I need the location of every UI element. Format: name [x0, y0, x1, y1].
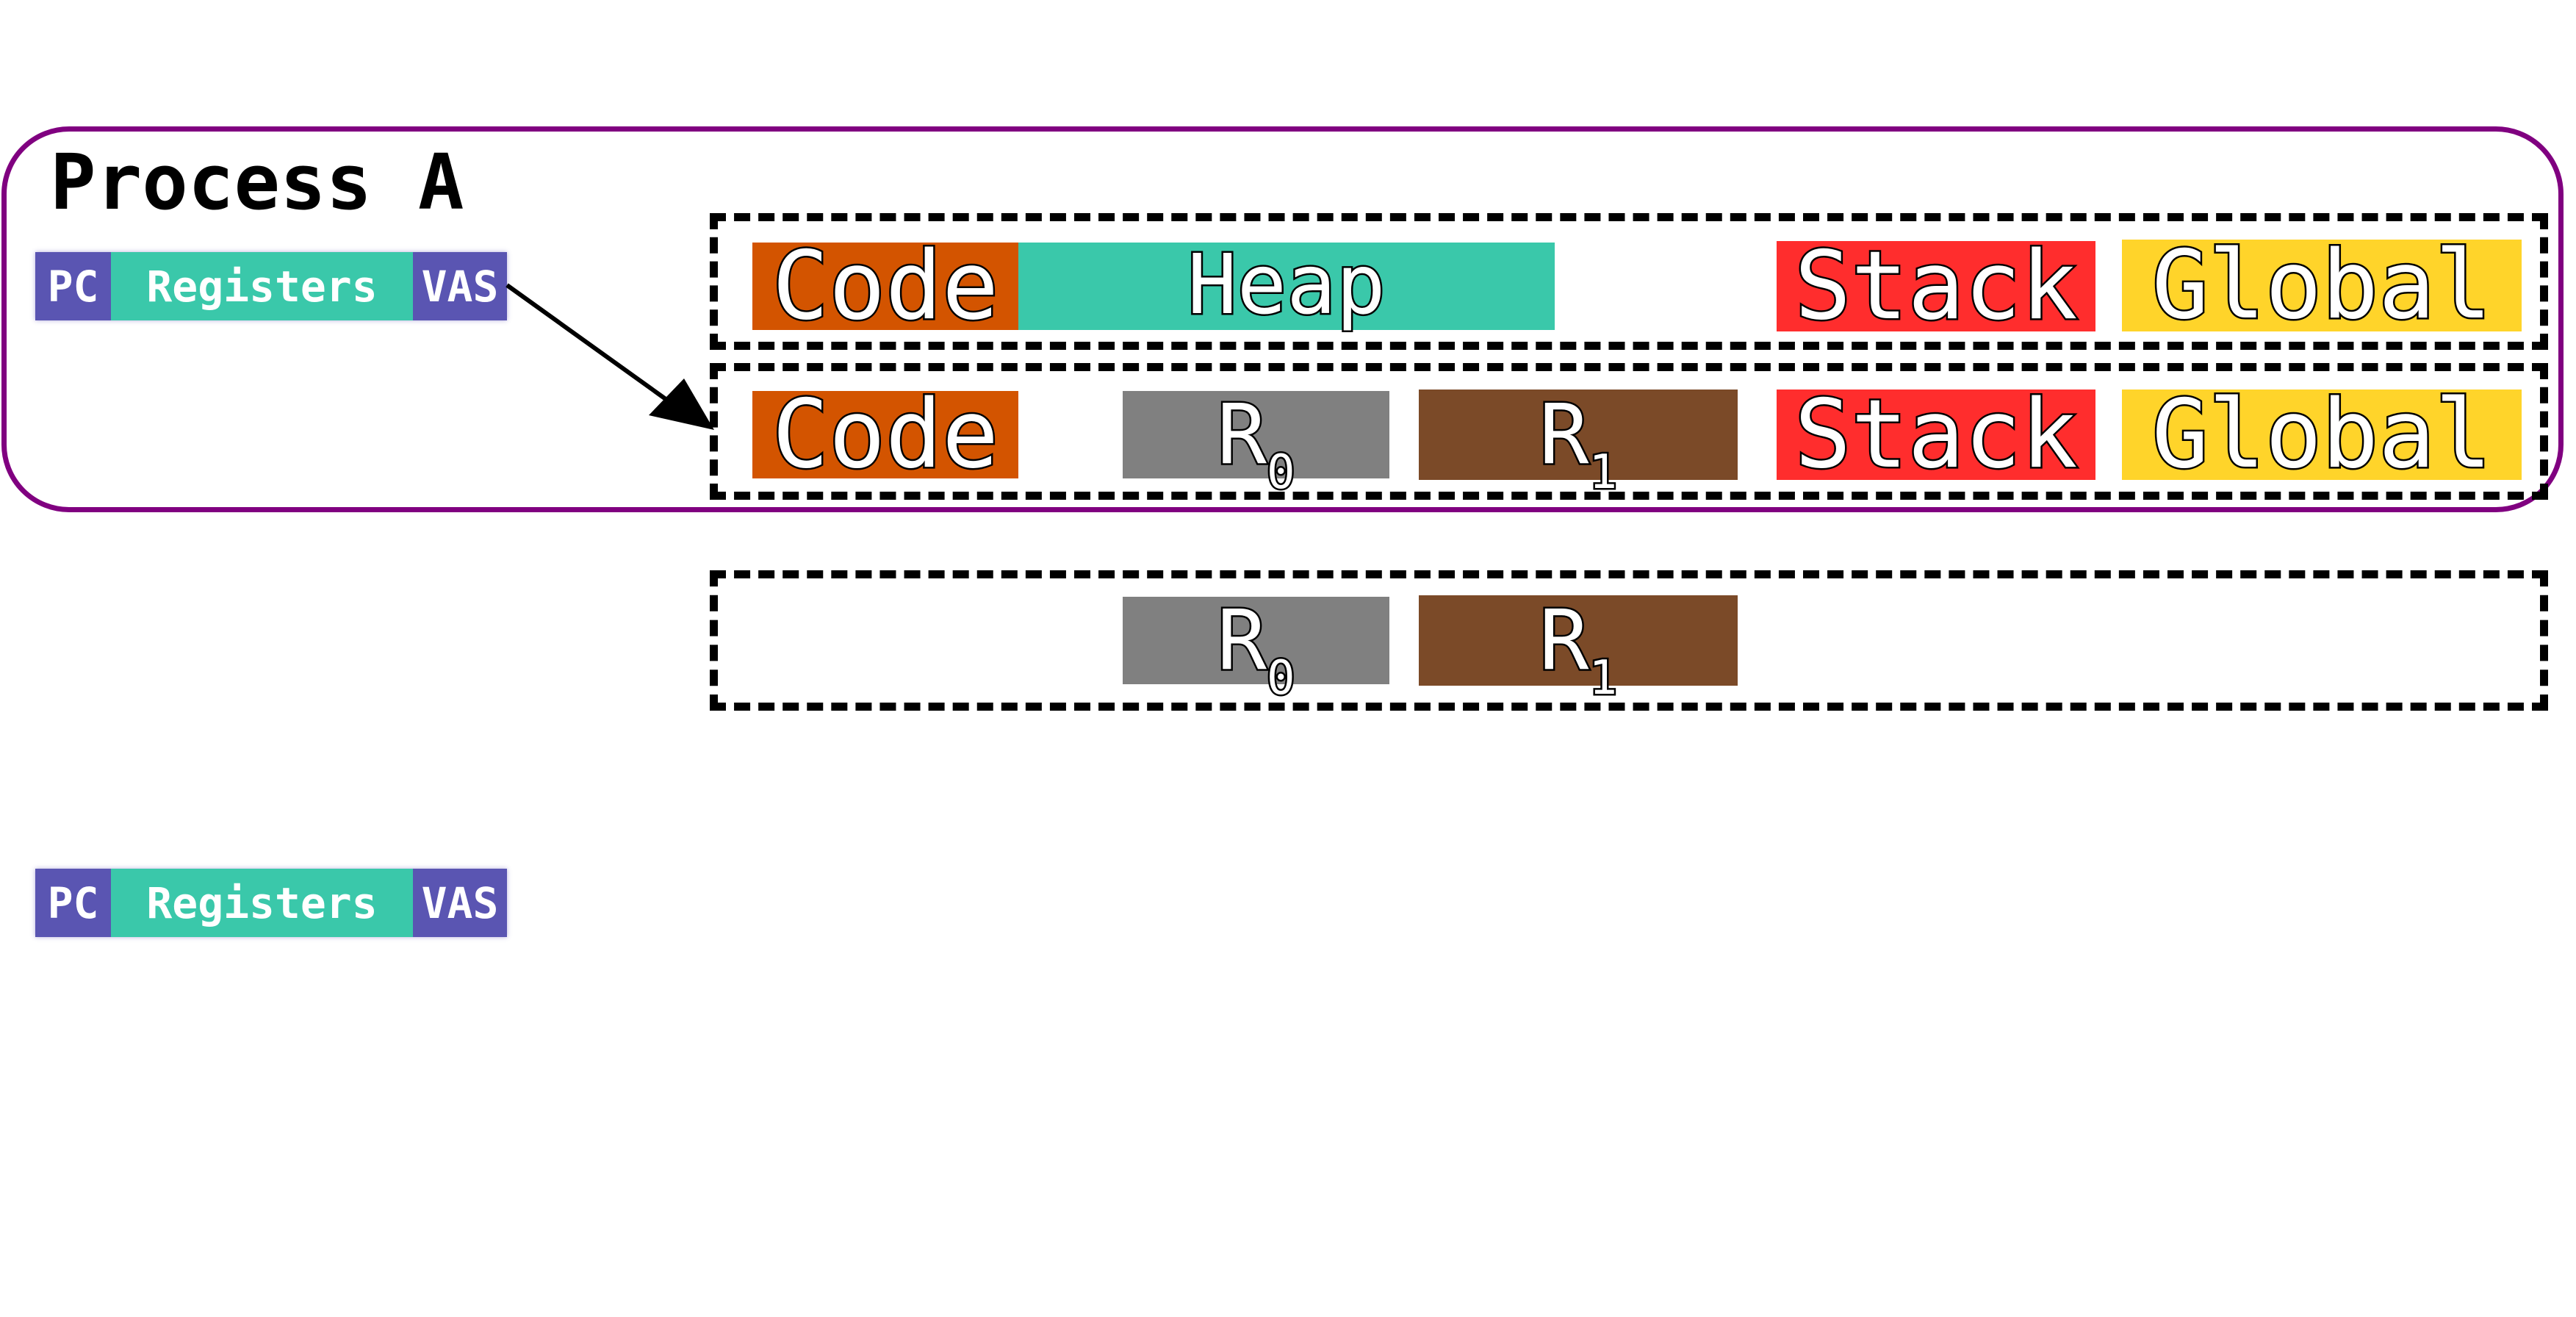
code-label: Code: [770, 379, 1000, 489]
code-segment: Code: [752, 386, 1018, 484]
r0-region: R0: [1123, 592, 1389, 706]
stack-label: Stack: [1793, 231, 2079, 341]
process-a-boundary: [1, 126, 2564, 512]
heap-segment: Heap: [1018, 243, 1555, 330]
global-label: Global: [2150, 379, 2493, 489]
heap-label: Heap: [1186, 237, 1388, 333]
arrow-shaft: [506, 283, 677, 409]
r1-label: R1: [1537, 592, 1619, 706]
address-space-row-1: [710, 213, 2548, 350]
stack-segment: Stack: [1777, 379, 2095, 489]
r1-region: R1: [1419, 592, 1738, 706]
address-space-row-2: [710, 363, 2548, 500]
process-title: Process A: [50, 137, 464, 227]
global-segment: Global: [2122, 230, 2522, 340]
address-space-row-3: [710, 570, 2548, 711]
code-segment: Code: [752, 237, 1018, 335]
r0-label: R0: [1215, 387, 1297, 500]
pc-cell: PC: [35, 252, 111, 320]
global-label: Global: [2150, 230, 2493, 340]
registers-cell: Registers: [111, 869, 413, 937]
r0-label: R0: [1215, 592, 1297, 706]
thread-context-strip: PC Registers VAS: [35, 252, 507, 320]
vas-cell: VAS: [413, 869, 507, 937]
r1-label: R1: [1537, 387, 1619, 500]
arrow-head: [649, 378, 714, 430]
registers-cell: Registers: [111, 252, 413, 320]
stack-label: Stack: [1793, 379, 2079, 489]
stack-segment: Stack: [1777, 231, 2095, 341]
vas-cell: VAS: [413, 252, 507, 320]
r0-region: R0: [1123, 387, 1389, 500]
thread-context-strip: PC Registers VAS: [35, 869, 507, 937]
global-segment: Global: [2122, 379, 2522, 489]
r1-region: R1: [1419, 387, 1738, 500]
pc-cell: PC: [35, 869, 111, 937]
code-label: Code: [770, 231, 1000, 341]
